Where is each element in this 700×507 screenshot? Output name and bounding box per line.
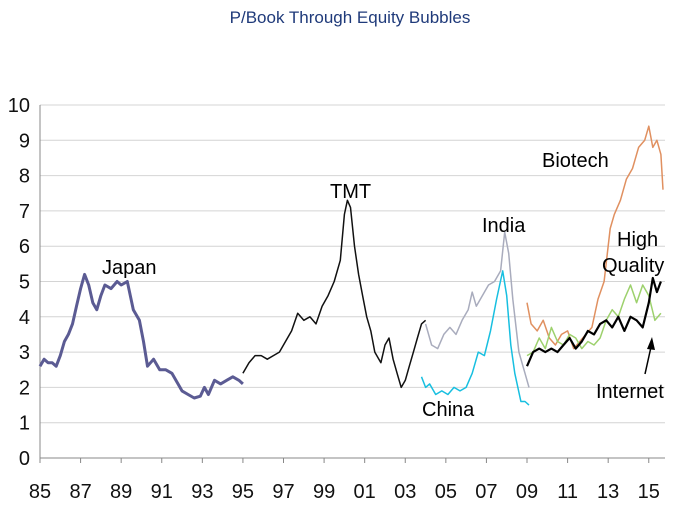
y-tick-label: 0	[19, 448, 30, 470]
y-tick-label: 7	[19, 201, 30, 223]
x-tick-label: 87	[69, 481, 91, 503]
series-line-tmt	[242, 199, 427, 389]
x-tick-label: 91	[151, 481, 173, 503]
annotation-internet: Internet	[596, 381, 664, 403]
x-tick-label: 89	[110, 481, 132, 503]
series-line-japan	[38, 272, 244, 400]
annotation-biotech: Biotech	[542, 150, 609, 172]
x-tick-label: 11	[557, 481, 578, 503]
x-tick-label: 03	[394, 481, 416, 503]
axes	[39, 105, 665, 463]
series-line-high-quality	[526, 284, 662, 357]
annotation-high: High	[617, 229, 658, 251]
y-tick-label: 10	[8, 95, 30, 117]
series-line-biotech	[526, 125, 664, 350]
annotation-japan: Japan	[102, 257, 157, 279]
annotation-india: India	[482, 215, 526, 237]
series-line-internet	[525, 276, 662, 367]
annotation-tmt: TMT	[330, 181, 371, 203]
y-tick-label: 2	[19, 377, 30, 399]
y-tick-label: 6	[19, 236, 30, 258]
x-tick-label: 95	[232, 481, 254, 503]
x-tick-label: 05	[435, 481, 457, 503]
series-line-china	[420, 270, 530, 406]
x-tick-label: 99	[313, 481, 335, 503]
x-tick-label: 07	[475, 481, 497, 503]
x-tick-label: 13	[597, 481, 619, 503]
annotation-quality: Quality	[602, 255, 664, 277]
x-tick-label: 97	[272, 481, 294, 503]
y-tick-label: 5	[19, 272, 30, 294]
x-tick-label: 93	[191, 481, 213, 503]
y-tick-label: 1	[19, 413, 30, 435]
y-tick-label: 3	[19, 342, 30, 364]
x-tick-label: 85	[29, 481, 51, 503]
x-tick-label: 15	[638, 481, 660, 503]
series-lines	[38, 125, 664, 406]
y-tick-label: 4	[19, 307, 30, 329]
y-tick-label: 9	[19, 130, 30, 152]
x-tick-label: 01	[354, 481, 376, 503]
gridlines	[40, 104, 665, 424]
x-tick-label: 09	[516, 481, 538, 503]
annotation-china: China	[422, 399, 475, 421]
series-line-india	[424, 231, 530, 388]
internet-arrow	[644, 337, 655, 375]
y-tick-label: 8	[19, 166, 30, 188]
chart-title: P/Book Through Equity Bubbles	[229, 8, 471, 27]
